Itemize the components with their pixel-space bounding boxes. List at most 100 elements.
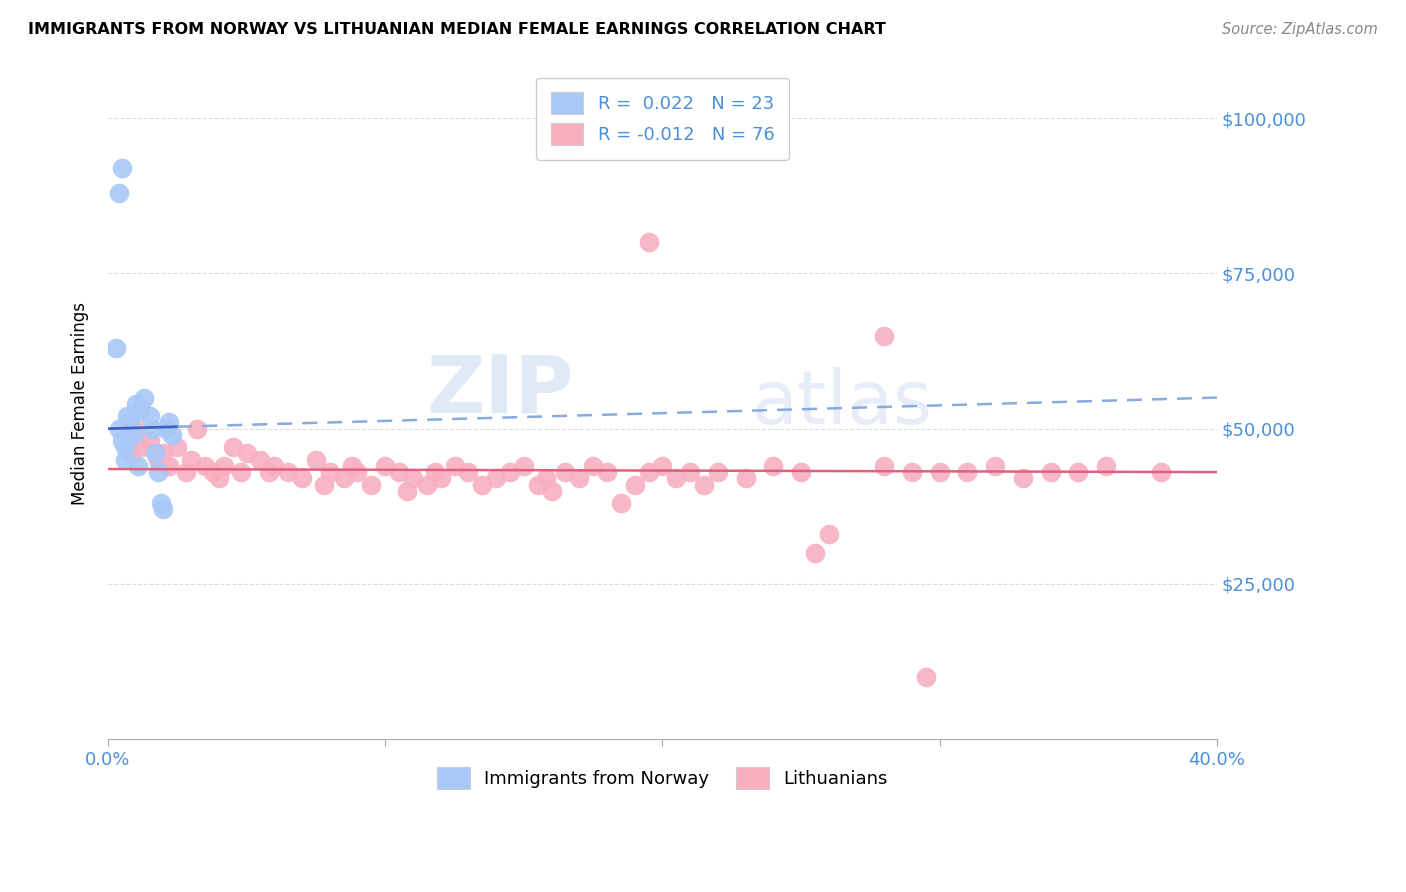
Point [152, 446, 174, 460]
Point [146, 465, 169, 479]
Point [457, 465, 479, 479]
Point [194, 458, 217, 473]
Point [146, 452, 169, 467]
Text: atlas: atlas [751, 368, 932, 441]
Point [956, 465, 979, 479]
Point [257, 465, 280, 479]
Point [984, 458, 1007, 473]
Point [582, 458, 605, 473]
Point [114, 440, 136, 454]
Point [157, 458, 180, 473]
Point [152, 502, 174, 516]
Point [443, 458, 465, 473]
Point [707, 465, 730, 479]
Point [873, 458, 896, 473]
Point [679, 465, 702, 479]
Point [108, 422, 131, 436]
Point [873, 328, 896, 343]
Text: ZIP: ZIP [426, 351, 574, 429]
Point [513, 458, 536, 473]
Point [277, 465, 299, 479]
Point [429, 471, 451, 485]
Point [125, 397, 148, 411]
Point [374, 458, 396, 473]
Point [423, 465, 446, 479]
Point [120, 416, 142, 430]
Point [540, 483, 562, 498]
Point [485, 471, 508, 485]
Point [120, 446, 142, 460]
Point [129, 403, 152, 417]
Point [416, 477, 439, 491]
Point [208, 471, 231, 485]
Text: Source: ZipAtlas.com: Source: ZipAtlas.com [1222, 22, 1378, 37]
Point [249, 452, 271, 467]
Point [471, 477, 494, 491]
Point [111, 434, 134, 448]
Point [554, 465, 576, 479]
Point [596, 465, 619, 479]
Point [129, 440, 152, 454]
Point [114, 452, 136, 467]
Point [229, 465, 252, 479]
Point [693, 477, 716, 491]
Point [222, 440, 245, 454]
Point [186, 422, 208, 436]
Point [149, 496, 172, 510]
Point [122, 428, 145, 442]
Point [346, 465, 368, 479]
Y-axis label: Median Female Earnings: Median Female Earnings [72, 302, 89, 505]
Point [111, 161, 134, 175]
Point [214, 458, 236, 473]
Point [138, 434, 160, 448]
Point [138, 409, 160, 424]
Point [157, 416, 180, 430]
Point [1150, 465, 1173, 479]
Point [637, 465, 659, 479]
Point [132, 391, 155, 405]
Point [314, 477, 336, 491]
Point [155, 422, 177, 436]
Point [402, 471, 425, 485]
Point [1039, 465, 1062, 479]
Point [235, 446, 257, 460]
Point [651, 458, 673, 473]
Point [108, 186, 131, 200]
Point [1067, 465, 1090, 479]
Point [319, 465, 342, 479]
Point [499, 465, 522, 479]
Point [1011, 471, 1033, 485]
Point [790, 465, 813, 479]
Point [180, 452, 202, 467]
Point [160, 428, 183, 442]
Point [637, 235, 659, 250]
Point [804, 546, 827, 560]
Point [143, 446, 166, 460]
Legend: Immigrants from Norway, Lithuanians: Immigrants from Norway, Lithuanians [423, 753, 903, 804]
Point [127, 458, 149, 473]
Point [396, 483, 419, 498]
Point [665, 471, 688, 485]
Point [117, 409, 139, 424]
Point [568, 471, 591, 485]
Point [202, 465, 225, 479]
Point [360, 477, 382, 491]
Point [166, 440, 188, 454]
Text: IMMIGRANTS FROM NORWAY VS LITHUANIAN MEDIAN FEMALE EARNINGS CORRELATION CHART: IMMIGRANTS FROM NORWAY VS LITHUANIAN MED… [28, 22, 886, 37]
Point [623, 477, 645, 491]
Point [762, 458, 785, 473]
Point [263, 458, 285, 473]
Point [914, 670, 936, 684]
Point [1095, 458, 1118, 473]
Point [817, 527, 839, 541]
Point [141, 422, 163, 436]
Point [734, 471, 756, 485]
Point [526, 477, 548, 491]
Point [332, 471, 354, 485]
Point [610, 496, 633, 510]
Point [105, 341, 128, 355]
Point [388, 465, 411, 479]
Point [340, 458, 363, 473]
Point [125, 422, 148, 436]
Point [174, 465, 197, 479]
